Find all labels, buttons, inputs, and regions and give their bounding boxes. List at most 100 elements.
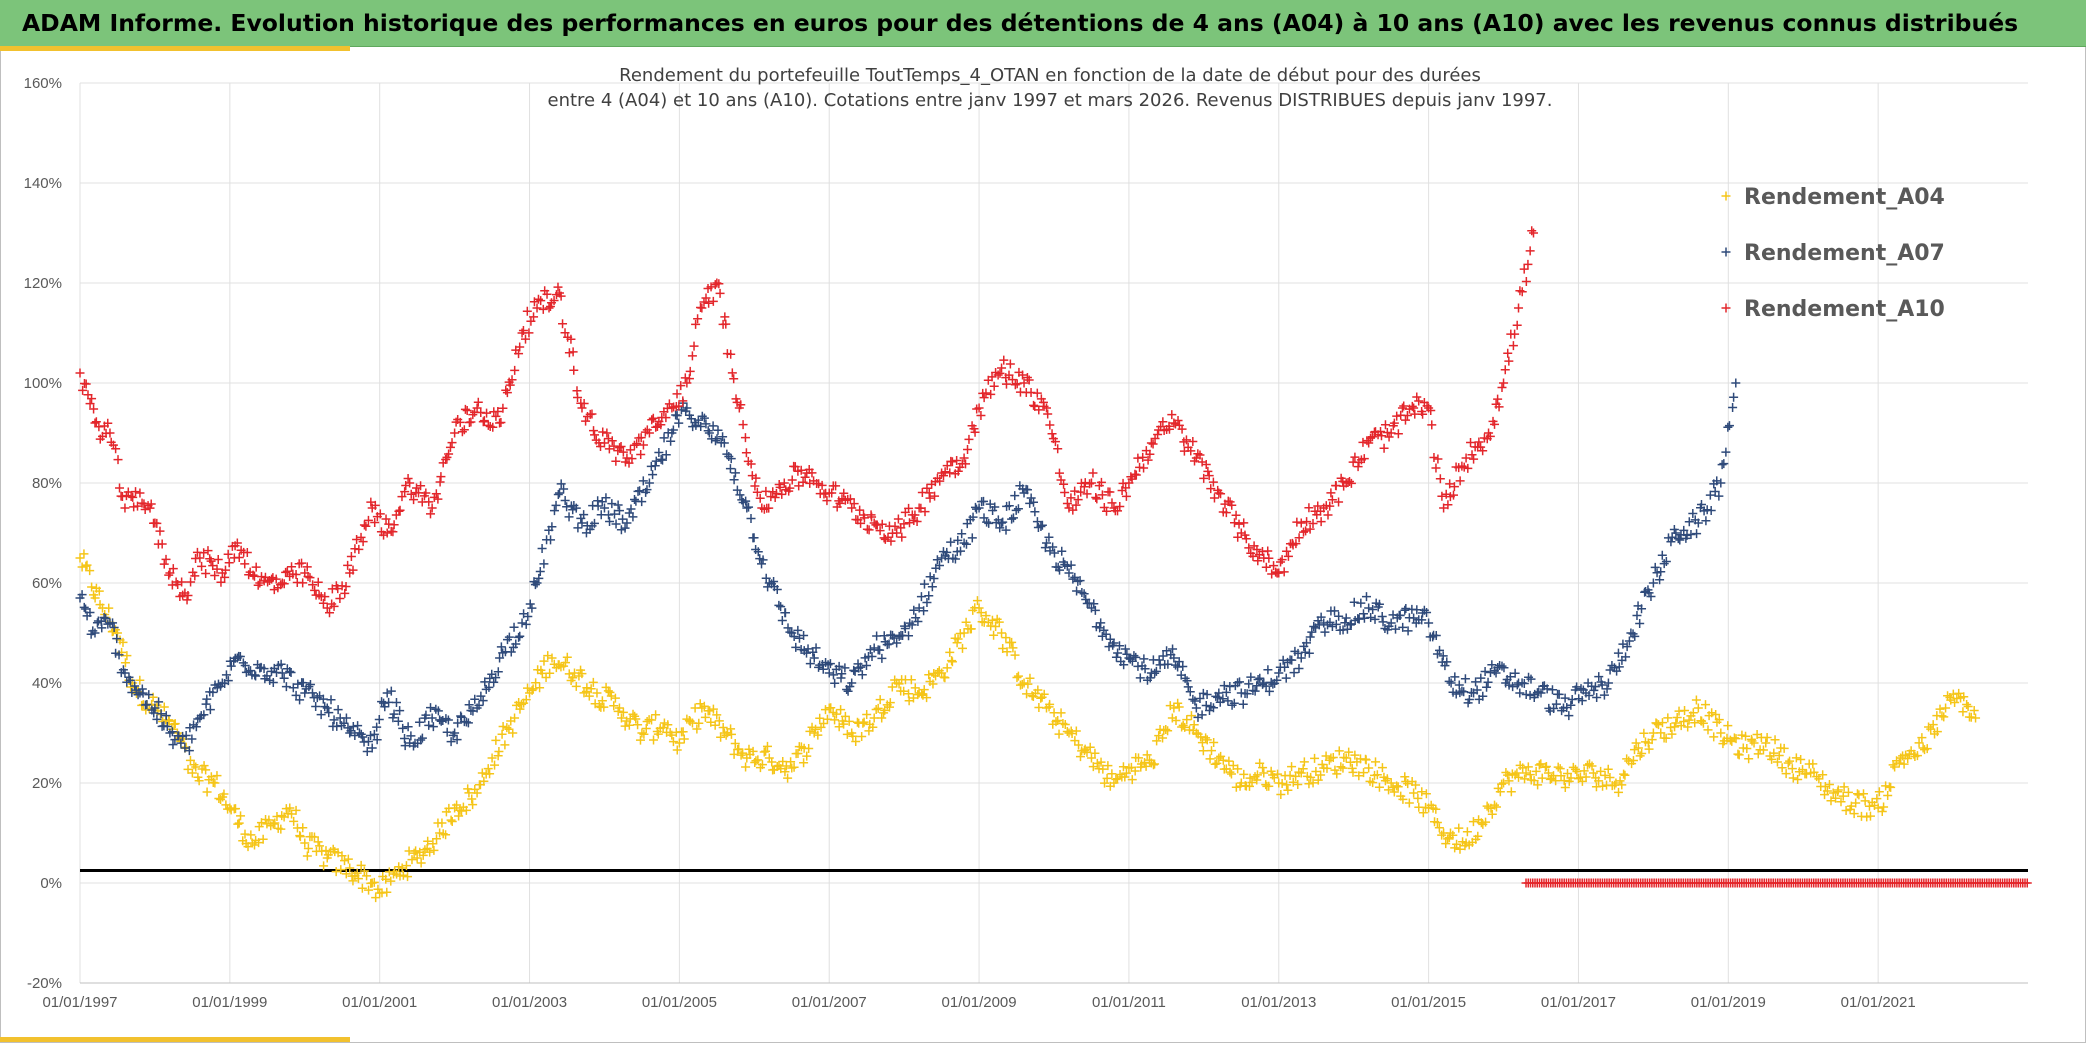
data-point bbox=[1437, 492, 1446, 501]
data-point bbox=[1392, 412, 1401, 421]
x-tick-label: 01/01/2003 bbox=[492, 994, 567, 1011]
data-point bbox=[1514, 304, 1523, 313]
data-point bbox=[186, 578, 195, 587]
data-point bbox=[1301, 526, 1310, 535]
data-point bbox=[1115, 502, 1124, 511]
data-point bbox=[694, 719, 703, 728]
data-point bbox=[996, 369, 1005, 378]
data-point bbox=[968, 533, 977, 542]
data-point bbox=[630, 495, 639, 504]
data-point bbox=[335, 594, 344, 603]
data-point bbox=[1639, 729, 1648, 738]
data-point bbox=[429, 846, 438, 855]
data-point bbox=[538, 544, 547, 553]
data-point bbox=[691, 320, 700, 329]
data-point bbox=[357, 533, 366, 542]
data-point bbox=[1744, 754, 1753, 763]
data-point bbox=[1518, 287, 1527, 296]
data-point bbox=[731, 468, 740, 477]
data-point bbox=[1499, 779, 1508, 788]
data-point bbox=[1763, 733, 1772, 742]
data-point bbox=[1187, 711, 1196, 720]
data-point bbox=[1782, 769, 1791, 778]
data-point bbox=[468, 800, 477, 809]
data-point bbox=[1107, 769, 1116, 778]
data-point bbox=[621, 722, 630, 731]
data-point bbox=[311, 702, 320, 711]
data-point bbox=[1057, 547, 1066, 556]
data-point bbox=[1436, 474, 1445, 483]
data-point bbox=[1287, 762, 1296, 771]
data-point bbox=[642, 724, 651, 733]
data-point bbox=[1139, 654, 1148, 663]
data-point bbox=[1409, 404, 1418, 413]
data-point bbox=[383, 689, 392, 698]
data-point bbox=[482, 409, 491, 418]
data-point bbox=[1089, 599, 1098, 608]
data-point bbox=[862, 661, 871, 670]
data-point bbox=[636, 450, 645, 459]
data-point bbox=[1886, 783, 1895, 792]
data-point bbox=[1161, 725, 1170, 734]
data-point bbox=[87, 583, 96, 592]
data-point bbox=[1481, 667, 1490, 676]
data-point bbox=[277, 811, 286, 820]
data-point bbox=[1707, 506, 1716, 515]
data-point bbox=[460, 425, 469, 434]
data-point bbox=[877, 654, 886, 663]
data-point bbox=[1188, 695, 1197, 704]
data-point bbox=[1499, 663, 1508, 672]
data-point bbox=[536, 567, 545, 576]
data-point bbox=[573, 523, 582, 532]
data-point bbox=[118, 492, 127, 501]
x-tick-label: 01/01/1999 bbox=[192, 994, 267, 1011]
data-point bbox=[1635, 619, 1644, 628]
data-point bbox=[518, 619, 527, 628]
y-tick-label: 0% bbox=[40, 875, 62, 892]
data-point bbox=[1433, 455, 1442, 464]
data-point bbox=[778, 616, 787, 625]
data-point bbox=[1692, 529, 1701, 538]
data-point bbox=[1334, 612, 1343, 621]
data-point bbox=[718, 432, 727, 441]
data-point bbox=[359, 537, 368, 546]
data-point bbox=[1497, 383, 1506, 392]
data-point bbox=[168, 740, 177, 749]
data-point bbox=[1486, 668, 1495, 677]
legend-entry: Rendement_A07 bbox=[1722, 241, 1945, 266]
data-point bbox=[1232, 511, 1241, 520]
data-point bbox=[1139, 463, 1148, 472]
data-point bbox=[240, 559, 249, 568]
y-tick-label: 120% bbox=[24, 275, 62, 292]
data-point bbox=[1317, 517, 1326, 526]
data-point bbox=[164, 571, 173, 580]
data-point bbox=[303, 851, 312, 860]
data-point bbox=[1244, 543, 1253, 552]
data-point bbox=[104, 604, 113, 613]
data-point bbox=[920, 580, 929, 589]
data-point bbox=[1267, 569, 1276, 578]
data-point bbox=[1723, 423, 1732, 432]
data-point bbox=[1733, 750, 1742, 759]
data-point bbox=[826, 703, 835, 712]
data-point bbox=[976, 411, 985, 420]
data-point bbox=[441, 830, 450, 839]
data-point bbox=[1276, 790, 1285, 799]
data-point bbox=[1348, 764, 1357, 773]
data-point bbox=[1651, 563, 1660, 572]
data-point bbox=[1564, 711, 1573, 720]
data-point bbox=[306, 680, 315, 689]
data-point bbox=[1445, 677, 1454, 686]
data-point bbox=[741, 433, 750, 442]
data-point bbox=[1029, 401, 1038, 410]
data-point bbox=[905, 518, 914, 527]
data-point bbox=[1854, 790, 1863, 799]
data-point bbox=[559, 484, 568, 493]
data-point bbox=[997, 629, 1006, 638]
x-tick-label: 01/01/2011 bbox=[1092, 994, 1166, 1011]
data-point bbox=[726, 464, 735, 473]
data-point bbox=[844, 687, 853, 696]
data-point bbox=[310, 586, 319, 595]
data-point bbox=[1011, 651, 1020, 660]
data-point bbox=[1527, 226, 1536, 235]
